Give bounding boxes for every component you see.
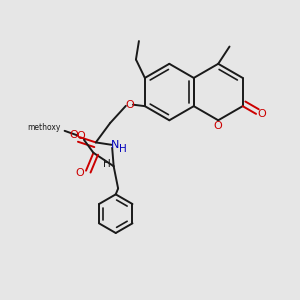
Text: O: O: [70, 130, 79, 140]
Text: O: O: [125, 100, 134, 110]
Text: O: O: [76, 131, 85, 141]
Text: O: O: [213, 121, 222, 131]
Text: N: N: [111, 140, 119, 150]
Text: H: H: [119, 144, 127, 154]
Text: H: H: [103, 159, 111, 169]
Text: methoxy: methoxy: [28, 123, 61, 132]
Text: O: O: [76, 168, 84, 178]
Text: O: O: [258, 109, 266, 119]
